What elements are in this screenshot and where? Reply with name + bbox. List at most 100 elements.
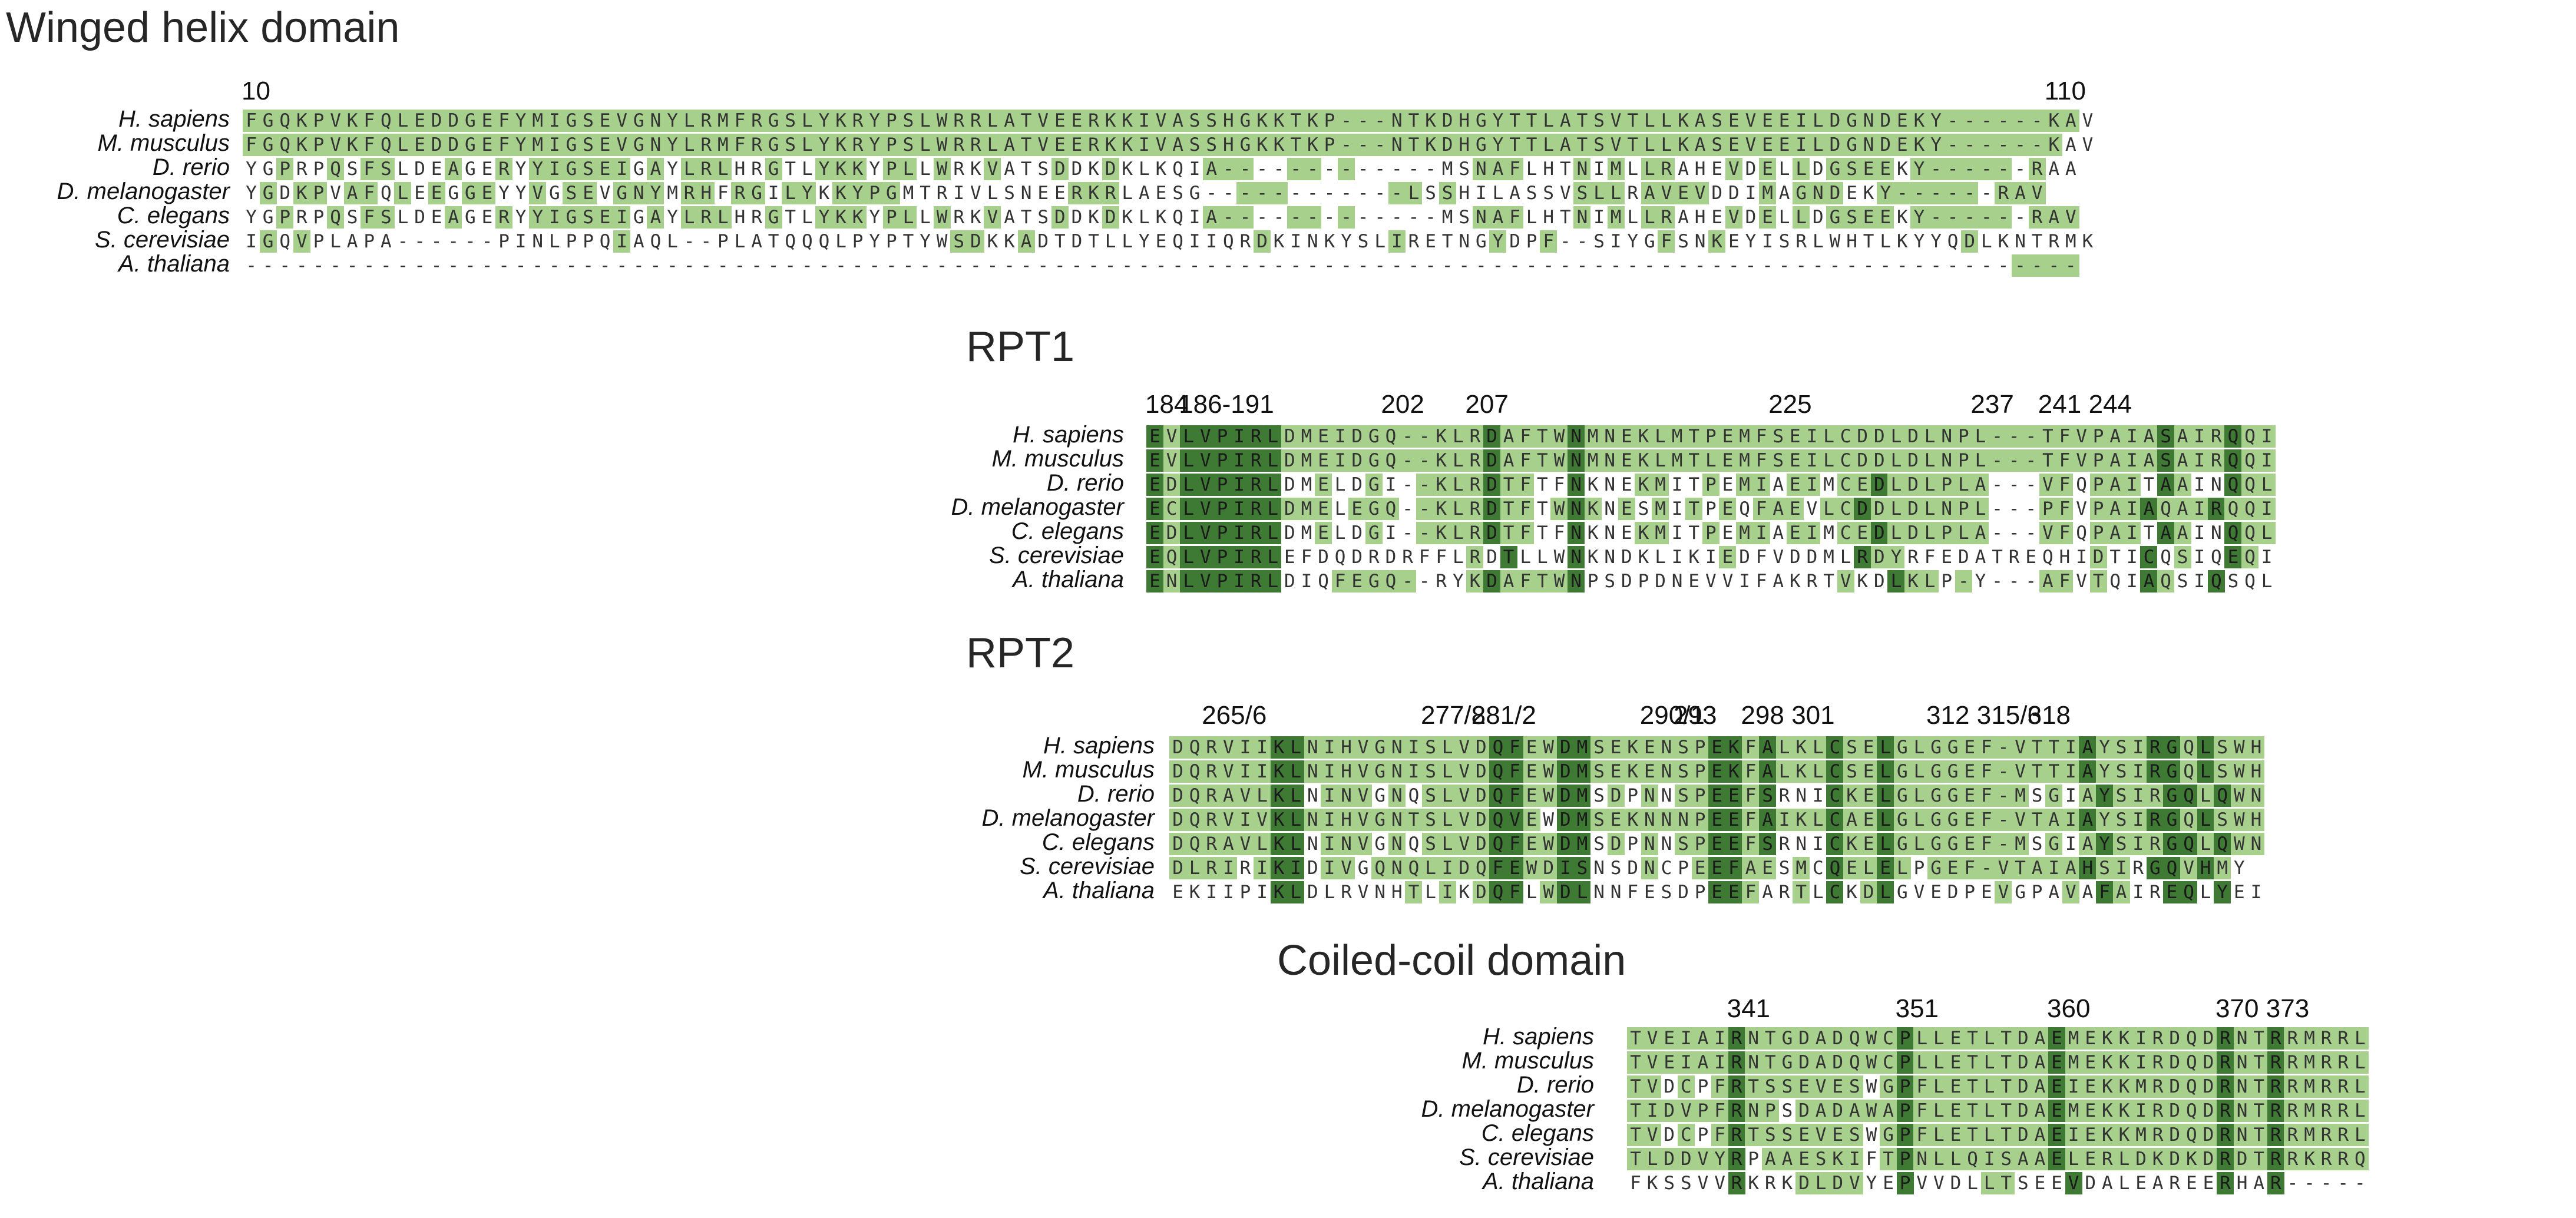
residue: G bbox=[1476, 231, 1487, 252]
residue: A bbox=[2031, 1075, 2049, 1098]
residue: K bbox=[1422, 110, 1440, 132]
residue: - bbox=[1880, 255, 1892, 276]
residue: - bbox=[599, 255, 611, 276]
residue: D bbox=[1483, 449, 1501, 472]
residue: K bbox=[1646, 1173, 1658, 1194]
residue: I bbox=[2127, 571, 2138, 592]
residue: A bbox=[1500, 570, 1517, 593]
residue: P bbox=[1213, 570, 1231, 593]
residue: L bbox=[1972, 425, 1989, 448]
residue: A bbox=[2157, 474, 2175, 496]
residue: F bbox=[1752, 425, 1770, 448]
residue: - bbox=[2355, 1173, 2366, 1194]
residue: - bbox=[2337, 1173, 2349, 1194]
residue: R bbox=[849, 134, 867, 156]
residue: E bbox=[1759, 110, 1777, 132]
residue: L bbox=[1627, 158, 1639, 180]
residue: D bbox=[2166, 1100, 2184, 1122]
residue: E bbox=[2135, 1173, 2147, 1194]
residue: - bbox=[1223, 183, 1234, 204]
residue: E bbox=[1054, 183, 1066, 204]
residue: L bbox=[1422, 857, 1440, 879]
residue: - bbox=[1927, 182, 1945, 204]
residue: I bbox=[2065, 785, 2076, 806]
residue: P bbox=[717, 231, 729, 252]
residue: D bbox=[1870, 474, 1888, 496]
residue: I bbox=[1793, 110, 1810, 132]
residue: I bbox=[1711, 1051, 1729, 1074]
residue: D bbox=[1655, 571, 1666, 592]
residue: R bbox=[1436, 571, 1447, 592]
residue: L bbox=[1930, 1075, 1947, 1098]
residue: - bbox=[1287, 206, 1305, 229]
residue: V bbox=[2076, 571, 2087, 592]
residue: D bbox=[1870, 425, 1888, 448]
residue: I bbox=[1644, 1100, 1661, 1122]
residue: E bbox=[1146, 522, 1164, 544]
rpt1-position-label: 186-191 bbox=[1179, 390, 1274, 419]
residue: G bbox=[563, 158, 580, 180]
residue: E bbox=[1725, 881, 1742, 903]
residue: G bbox=[1944, 760, 1962, 783]
residue: K bbox=[1688, 547, 1700, 568]
residue: L bbox=[394, 134, 412, 156]
coil-species-label: D. melanogaster bbox=[1421, 1096, 1594, 1122]
residue: L bbox=[1264, 474, 1282, 496]
residue: S bbox=[2157, 449, 2175, 472]
residue: S bbox=[2214, 760, 2231, 783]
residue: I bbox=[1846, 1148, 1863, 1170]
residue: S bbox=[1610, 858, 1622, 879]
residue: T bbox=[1405, 809, 1423, 831]
residue: D bbox=[1664, 1076, 1675, 1097]
residue: C bbox=[1813, 858, 1824, 879]
residue: K bbox=[1270, 110, 1288, 132]
residue: Y bbox=[1975, 571, 1986, 592]
residue: L bbox=[1287, 809, 1305, 831]
residue: L bbox=[1921, 425, 1939, 448]
residue: Y bbox=[515, 207, 527, 228]
residue: F bbox=[1506, 833, 1524, 855]
residue: - bbox=[279, 255, 291, 276]
residue: H bbox=[1338, 760, 1355, 783]
residue: A bbox=[1972, 474, 1989, 496]
residue: - bbox=[2005, 425, 2023, 448]
residue: A bbox=[2012, 182, 2029, 204]
residue: L bbox=[1652, 449, 1669, 472]
residue: Q bbox=[1371, 857, 1389, 879]
residue: K bbox=[1910, 134, 1928, 156]
residue: L bbox=[1449, 522, 1467, 544]
coil-species-label: S. cerevisiae bbox=[1459, 1144, 1594, 1170]
residue: N bbox=[1860, 134, 1877, 156]
residue: - bbox=[481, 255, 493, 276]
residue: - bbox=[1978, 206, 1995, 229]
residue: K bbox=[1748, 1173, 1760, 1194]
residue: D bbox=[1556, 881, 1574, 903]
residue: K bbox=[1433, 474, 1450, 496]
residue: A bbox=[647, 206, 664, 229]
residue: L bbox=[1520, 547, 1532, 568]
residue: G bbox=[1793, 182, 1810, 204]
residue: A bbox=[2174, 522, 2191, 544]
residue: V bbox=[2012, 809, 2029, 831]
residue: I bbox=[2062, 809, 2079, 831]
residue: L bbox=[1180, 425, 1198, 448]
residue: N bbox=[1610, 882, 1622, 903]
residue: E bbox=[1725, 785, 1742, 807]
residue: G bbox=[259, 110, 277, 132]
residue: L bbox=[1180, 449, 1198, 472]
residue: F bbox=[1418, 547, 1430, 568]
residue: - bbox=[683, 255, 695, 276]
residue: - bbox=[2008, 571, 2020, 592]
residue: D bbox=[1813, 207, 1824, 228]
residue: S bbox=[377, 158, 395, 180]
residue: L bbox=[1122, 231, 1133, 252]
residue: T bbox=[1506, 110, 1524, 132]
residue: G bbox=[1374, 785, 1386, 806]
residue: R bbox=[1854, 546, 1871, 568]
residue: V bbox=[1995, 881, 2012, 903]
residue: Q bbox=[2160, 547, 2171, 568]
residue: G bbox=[748, 182, 766, 204]
residue: G bbox=[1365, 425, 1383, 448]
residue: S bbox=[1759, 833, 1777, 855]
residue: P bbox=[1896, 1027, 1914, 1050]
